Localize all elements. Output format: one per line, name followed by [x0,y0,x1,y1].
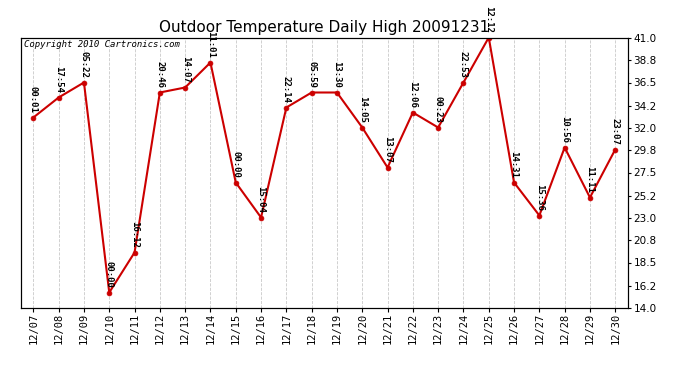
Text: Copyright 2010 Cartronics.com: Copyright 2010 Cartronics.com [23,40,179,49]
Text: 22:14: 22:14 [282,76,291,104]
Text: 15:36: 15:36 [535,184,544,211]
Text: 05:59: 05:59 [307,62,316,88]
Text: 00:00: 00:00 [105,261,114,288]
Text: 17:54: 17:54 [54,66,63,93]
Text: 20:46: 20:46 [155,62,164,88]
Text: 00:00: 00:00 [231,152,240,178]
Text: 11:11: 11:11 [585,166,595,194]
Text: 05:22: 05:22 [79,51,88,78]
Text: 16:12: 16:12 [130,222,139,248]
Text: 13:30: 13:30 [333,62,342,88]
Text: 14:31: 14:31 [509,152,519,178]
Text: 14:07: 14:07 [181,57,190,83]
Text: 11:01: 11:01 [206,32,215,58]
Text: 13:07: 13:07 [383,136,392,164]
Text: 23:07: 23:07 [611,118,620,146]
Text: 00:23: 00:23 [433,96,443,123]
Text: 00:01: 00:01 [29,87,38,113]
Text: 14:05: 14:05 [357,96,367,123]
Text: 22:53: 22:53 [459,51,468,78]
Text: 12:06: 12:06 [408,81,417,108]
Text: 15:04: 15:04 [257,186,266,213]
Title: Outdoor Temperature Daily High 20091231: Outdoor Temperature Daily High 20091231 [159,20,489,35]
Text: 10:56: 10:56 [560,117,569,143]
Text: 12:12: 12:12 [484,6,493,33]
